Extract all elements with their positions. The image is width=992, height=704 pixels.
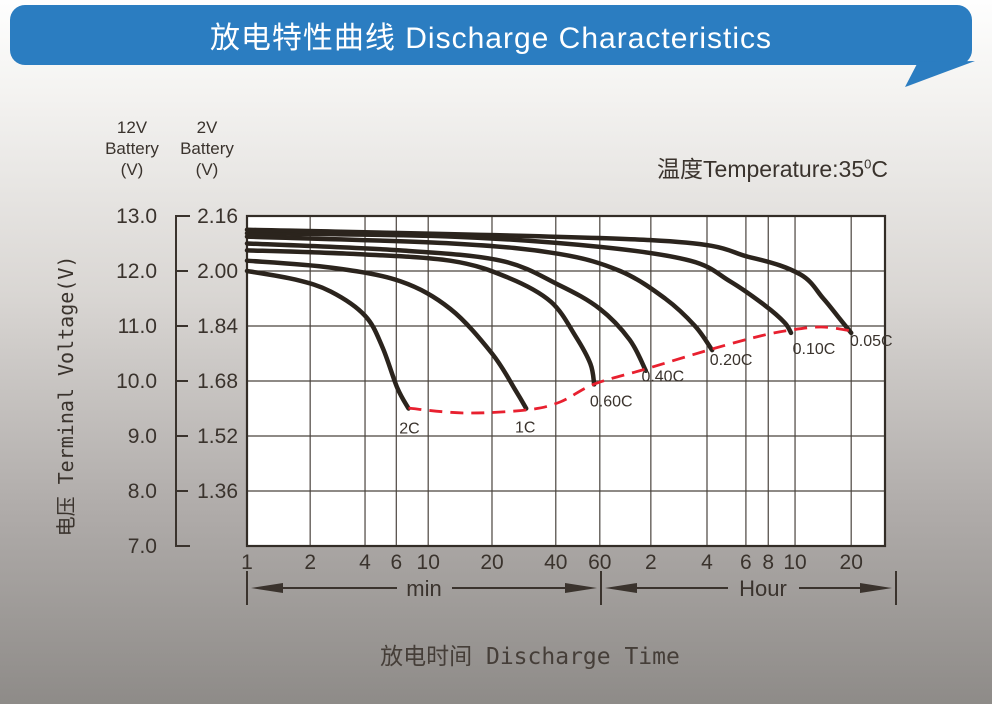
- x-tick-label: 40: [544, 551, 567, 574]
- curve-0.20C: [244, 234, 715, 353]
- x-tick-label: 2: [304, 551, 316, 574]
- curve-0.05C: [244, 227, 854, 336]
- plot-border: [245, 214, 887, 548]
- curve-2C: [244, 268, 411, 411]
- y-axis-header-2v: 2V Battery (V): [180, 118, 234, 179]
- x-tick-label: 2: [645, 551, 657, 574]
- page-title: 放电特性曲线 Discharge Characteristics: [209, 22, 773, 55]
- curve-label-0.40C: 0.40C: [641, 369, 684, 386]
- min-arrowhead-right-icon: [565, 583, 597, 593]
- x-tick-label: 6: [740, 551, 752, 574]
- x-tick-label: 60: [588, 551, 611, 574]
- curve-label-0.20C: 0.20C: [710, 352, 753, 369]
- x-tick-label: 4: [359, 551, 371, 574]
- y-tick-12v: 8.0: [128, 480, 157, 503]
- banner-tail-decoration: [905, 61, 975, 87]
- curve-label-1C: 1C: [515, 420, 535, 437]
- curve-1C: [244, 258, 529, 411]
- banner-tail-shape: [905, 61, 975, 87]
- x-axis-range-arrows: min Hour: [246, 571, 897, 605]
- x-tick-label: 20: [840, 551, 863, 574]
- y-tick-2v: 1.52: [197, 425, 238, 448]
- y-axis-header-12v: 12V Battery (V): [105, 118, 159, 179]
- curve-labels: 2C 1C 0.60C 0.40C 0.20C 0.10C 0.05C: [399, 333, 892, 438]
- x-tick-label: 4: [701, 551, 713, 574]
- y-tick-2v: 1.68: [197, 370, 238, 393]
- temperature-annotation: 温度Temperature:350C: [600, 150, 888, 184]
- x-tick-label: 10: [783, 551, 806, 574]
- y-tick-2v: 2.00: [197, 260, 238, 283]
- curve-0.40C: [244, 241, 649, 373]
- hour-range-label: Hour: [739, 576, 787, 601]
- curve-label-0.60C: 0.60C: [590, 393, 633, 410]
- x-tick-label: 6: [390, 551, 402, 574]
- temperature-text: 温度Temperature:35: [657, 156, 865, 182]
- y-tick-2v: 2.16: [197, 205, 238, 228]
- y-tick-12v: 9.0: [128, 425, 157, 448]
- y-tick-2v: 1.84: [197, 315, 238, 338]
- curve-label-0.05C: 0.05C: [850, 333, 893, 350]
- x-tick-labels: 1 2 4 6 10 20 40 60 2 4 6 8 10 20: [241, 551, 863, 574]
- x-axis-title: 放电时间 Discharge Time: [380, 644, 680, 670]
- curve-label-2C: 2C: [399, 421, 419, 438]
- min-range-label: min: [406, 576, 441, 601]
- hour-arrowhead-left-icon: [605, 583, 637, 593]
- y-tick-labels: 13.0 12.0 11.0 10.0 9.0 8.0 7.0 2.16 2.00 1.84 1.6…: [116, 205, 238, 558]
- temperature-unit: C: [871, 156, 888, 182]
- x-tick-label: 8: [762, 551, 774, 574]
- y-tick-12v: 12.0: [116, 260, 157, 283]
- end-voltage-locus: [408, 325, 852, 415]
- discharge-curves: [244, 227, 854, 411]
- x-tick-label: 10: [417, 551, 440, 574]
- x-tick-label: 20: [480, 551, 503, 574]
- y-tick-2v: 1.36: [197, 480, 238, 503]
- header-banner: 放电特性曲线 Discharge Characteristics: [10, 5, 972, 65]
- y-tick-12v: 11.0: [118, 315, 157, 338]
- curve-0.60C: [244, 248, 597, 387]
- y-tick-12v: 7.0: [128, 535, 157, 558]
- y-tick-12v: 10.0: [116, 370, 157, 393]
- y-axis-2v-bracket: [175, 215, 190, 547]
- y-tick-12v: 13.0: [116, 205, 157, 228]
- curve-label-0.10C: 0.10C: [793, 341, 836, 358]
- x-tick-label: 1: [241, 551, 253, 574]
- min-arrowhead-left-icon: [251, 583, 283, 593]
- temperature-superscript: 0: [864, 156, 872, 172]
- hour-arrowhead-right-icon: [860, 583, 892, 593]
